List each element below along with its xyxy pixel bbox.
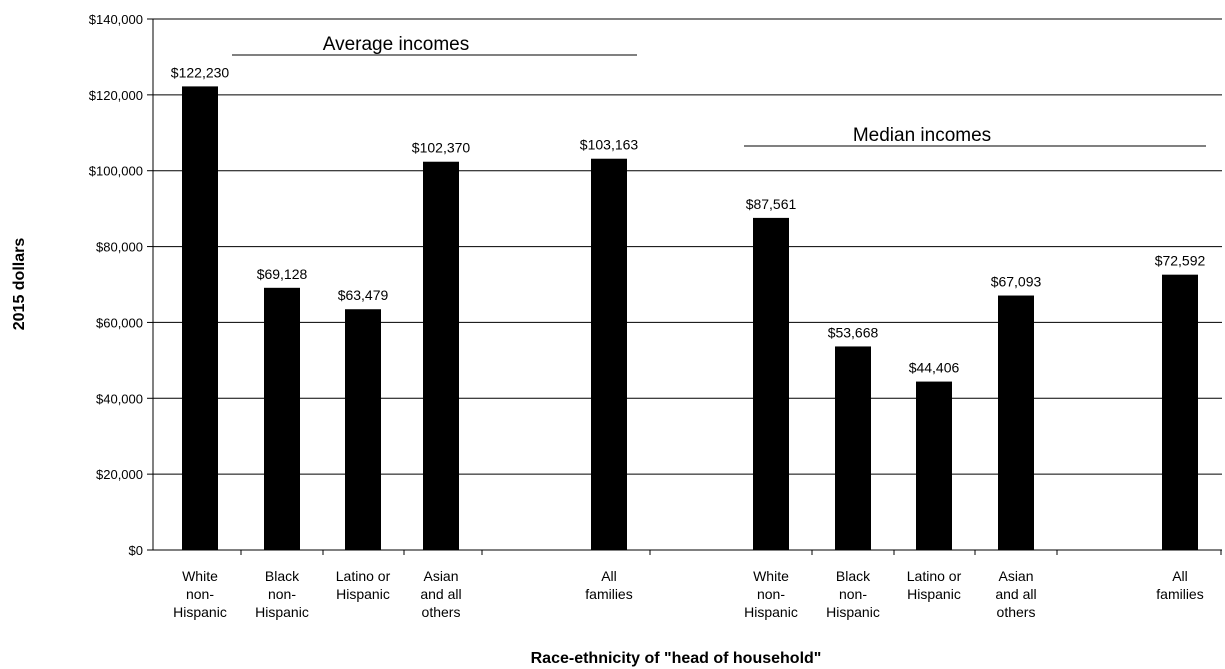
y-tick-label: $80,000 bbox=[96, 240, 143, 255]
data-label: $72,592 bbox=[1155, 253, 1206, 269]
bar bbox=[835, 346, 871, 550]
group-labels: Average incomes Median incomes bbox=[232, 34, 1206, 147]
category-label: All bbox=[1172, 568, 1188, 584]
category-label: White bbox=[182, 568, 218, 584]
bar bbox=[998, 295, 1034, 550]
category-label: others bbox=[422, 604, 461, 620]
bar bbox=[753, 217, 789, 551]
data-label: $67,093 bbox=[991, 274, 1042, 290]
y-tick-label: $100,000 bbox=[89, 164, 143, 179]
bar bbox=[916, 381, 952, 550]
bar bbox=[1162, 274, 1198, 550]
data-label: $102,370 bbox=[412, 140, 471, 156]
category-label: and all bbox=[420, 586, 461, 602]
category-label: non- bbox=[839, 586, 867, 602]
category-label: Hispanic bbox=[173, 604, 227, 620]
category-label: and all bbox=[995, 586, 1036, 602]
category-label: Latino or bbox=[336, 568, 391, 584]
x-axis-title: Race-ethnicity of "head of household" bbox=[531, 650, 822, 667]
bars bbox=[182, 86, 1198, 551]
category-label: Asian bbox=[998, 568, 1033, 584]
category-label: non- bbox=[268, 586, 296, 602]
category-label: Hispanic bbox=[826, 604, 880, 620]
data-label: $44,406 bbox=[909, 360, 960, 376]
data-label: $87,561 bbox=[746, 196, 797, 212]
category-label: Black bbox=[836, 568, 871, 584]
data-labels: $122,230 $69,128 $63,479 $102,370 $103,163 $8… bbox=[171, 64, 1206, 375]
data-label: $63,479 bbox=[338, 287, 389, 303]
category-label: Hispanic bbox=[255, 604, 309, 620]
category-label: Hispanic bbox=[744, 604, 798, 620]
bar bbox=[264, 287, 300, 550]
bar bbox=[591, 158, 627, 551]
group-label: Average incomes bbox=[323, 34, 469, 55]
y-tick-label: $40,000 bbox=[96, 391, 143, 406]
y-axis-ticks: $0 $20,000 $40,000 $60,000 $80,000 $100,000 $1… bbox=[89, 12, 153, 558]
bar bbox=[182, 86, 218, 550]
y-tick-label: $20,000 bbox=[96, 467, 143, 482]
y-tick-label: $0 bbox=[129, 543, 143, 558]
category-label: Latino or bbox=[907, 568, 962, 584]
category-label: others bbox=[997, 604, 1036, 620]
category-labels: White non- Hispanic Black non- Hispanic Latino… bbox=[173, 550, 1222, 620]
bar bbox=[345, 309, 381, 550]
y-axis-title: 2015 dollars bbox=[11, 238, 28, 331]
category-label: Hispanic bbox=[336, 586, 390, 602]
category-label: All bbox=[601, 568, 617, 584]
bar bbox=[423, 161, 459, 550]
data-label: $53,668 bbox=[828, 324, 879, 340]
y-tick-label: $120,000 bbox=[89, 88, 143, 103]
data-label: $103,163 bbox=[580, 137, 639, 153]
category-label: White bbox=[753, 568, 789, 584]
category-label: Black bbox=[265, 568, 300, 584]
gridlines bbox=[153, 18, 1222, 475]
category-label: families bbox=[1156, 586, 1203, 602]
y-tick-label: $60,000 bbox=[96, 315, 143, 330]
category-label: families bbox=[585, 586, 632, 602]
category-label: Hispanic bbox=[907, 586, 961, 602]
y-tick-label: $140,000 bbox=[89, 12, 143, 27]
group-label: Median incomes bbox=[853, 125, 991, 146]
category-label: non- bbox=[757, 586, 785, 602]
data-label: $69,128 bbox=[257, 266, 308, 282]
category-label: non- bbox=[186, 586, 214, 602]
category-label: Asian bbox=[423, 568, 458, 584]
data-label: $122,230 bbox=[171, 64, 230, 80]
